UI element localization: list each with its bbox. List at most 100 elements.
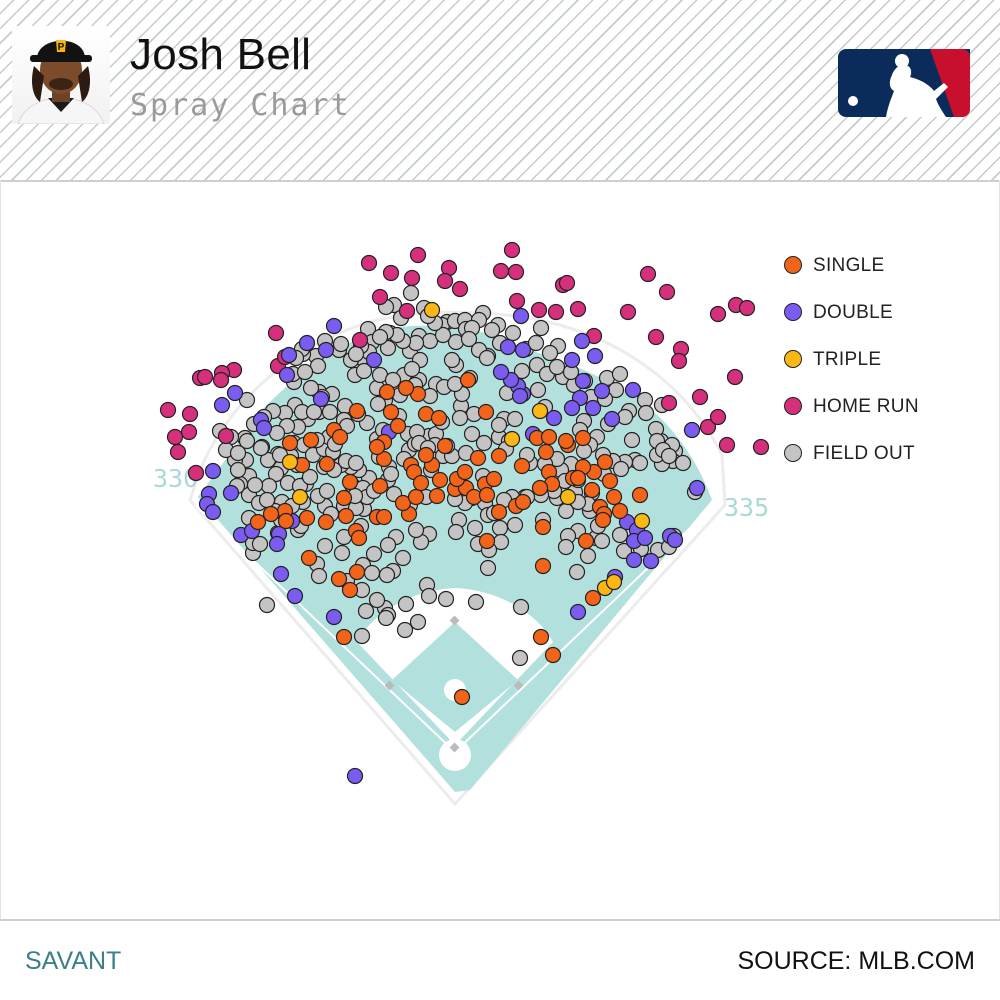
- field-out-point: [490, 416, 508, 434]
- single-point: [490, 503, 508, 521]
- single-point: [341, 581, 359, 599]
- double-point: [298, 334, 316, 352]
- field-out-point: [305, 403, 323, 421]
- field-out-point: [506, 410, 524, 428]
- double-point: [512, 307, 530, 325]
- single-point: [375, 508, 393, 526]
- field-out-point: [246, 476, 264, 494]
- double-point: [272, 565, 290, 583]
- field-out-point: [368, 591, 386, 609]
- double-point: [204, 503, 222, 521]
- savant-link[interactable]: SAVANT: [25, 947, 122, 975]
- field-out-point: [347, 454, 365, 472]
- single-point: [469, 449, 487, 467]
- field-out-point: [267, 465, 285, 483]
- double-point: [569, 603, 587, 621]
- field-out-point: [529, 381, 547, 399]
- field-out-point: [611, 365, 629, 383]
- triple-point: [291, 488, 309, 506]
- field-out-point: [258, 491, 276, 509]
- single-point: [577, 532, 595, 550]
- single-point: [631, 486, 649, 504]
- field-out-point: [229, 444, 247, 462]
- home-run-point: [503, 241, 521, 259]
- home-run-point: [691, 388, 709, 406]
- field-out-point: [504, 324, 522, 342]
- home-run-point: [709, 305, 727, 323]
- single-point: [601, 472, 619, 490]
- home-run-point: [212, 371, 230, 389]
- single-point: [249, 513, 267, 531]
- home-run-point: [371, 288, 389, 306]
- field-out-point: [369, 395, 387, 413]
- home-run-point: [451, 280, 469, 298]
- home-run-point: [351, 331, 369, 349]
- single-point: [277, 512, 295, 530]
- legend-swatch-home-run: [784, 397, 802, 415]
- home-run-point: [619, 303, 637, 321]
- double-point: [213, 396, 231, 414]
- double-point: [642, 552, 660, 570]
- double-point: [499, 338, 517, 356]
- field-out-point: [377, 609, 395, 627]
- field-out-point: [407, 521, 425, 539]
- double-point: [593, 382, 611, 400]
- single-point: [594, 511, 612, 529]
- single-point: [513, 457, 531, 475]
- home-run-point: [267, 324, 285, 342]
- single-point: [478, 486, 496, 504]
- home-plate-circle: [439, 739, 471, 771]
- legend-label-field-out: FIELD OUT: [813, 443, 915, 464]
- field-out-point: [396, 621, 414, 639]
- double-point: [625, 551, 643, 569]
- field-out-point: [475, 434, 493, 452]
- double-point: [636, 529, 654, 547]
- single-point: [298, 509, 316, 527]
- single-point: [557, 432, 575, 450]
- field-out-point: [252, 439, 270, 457]
- field-out-point: [378, 566, 396, 584]
- single-point: [490, 447, 508, 465]
- field-out-point: [637, 404, 655, 422]
- legend-label-single: SINGLE: [813, 255, 885, 276]
- double-point: [688, 479, 706, 497]
- single-point: [335, 628, 353, 646]
- field-out-point: [302, 379, 320, 397]
- double-point: [286, 587, 304, 605]
- base-third: [384, 680, 395, 691]
- triple-point: [281, 453, 299, 471]
- legend-label-triple: TRIPLE: [813, 349, 882, 370]
- field-out-point: [434, 326, 452, 344]
- home-run-point: [196, 368, 214, 386]
- field-out-point: [238, 391, 256, 409]
- field-out-point: [466, 519, 484, 537]
- triple-point: [633, 512, 651, 530]
- double-point: [492, 363, 510, 381]
- field-out-point: [491, 519, 509, 537]
- home-run-point: [699, 418, 717, 436]
- home-run-point: [530, 301, 548, 319]
- field-out-point: [379, 536, 397, 554]
- single-point: [337, 507, 355, 525]
- field-out-point: [451, 409, 469, 427]
- field-out-point: [541, 344, 559, 362]
- field-out-point: [483, 321, 501, 339]
- player-name: Josh Bell: [130, 30, 312, 79]
- single-point: [605, 488, 623, 506]
- home-run-point: [547, 303, 565, 321]
- spray-chart-svg: 330 335: [153, 241, 769, 807]
- home-run-point: [436, 272, 454, 290]
- single-point: [382, 403, 400, 421]
- single-point: [394, 494, 412, 512]
- double-point: [574, 372, 592, 390]
- single-point: [453, 688, 471, 706]
- field-out-point: [353, 627, 371, 645]
- home-run-point: [180, 423, 198, 441]
- single-point: [531, 479, 549, 497]
- single-point: [436, 437, 454, 455]
- field-out-point: [512, 598, 530, 616]
- field-out-point: [310, 567, 328, 585]
- field-out-point: [347, 345, 365, 363]
- single-point: [335, 489, 353, 507]
- single-point: [348, 402, 366, 420]
